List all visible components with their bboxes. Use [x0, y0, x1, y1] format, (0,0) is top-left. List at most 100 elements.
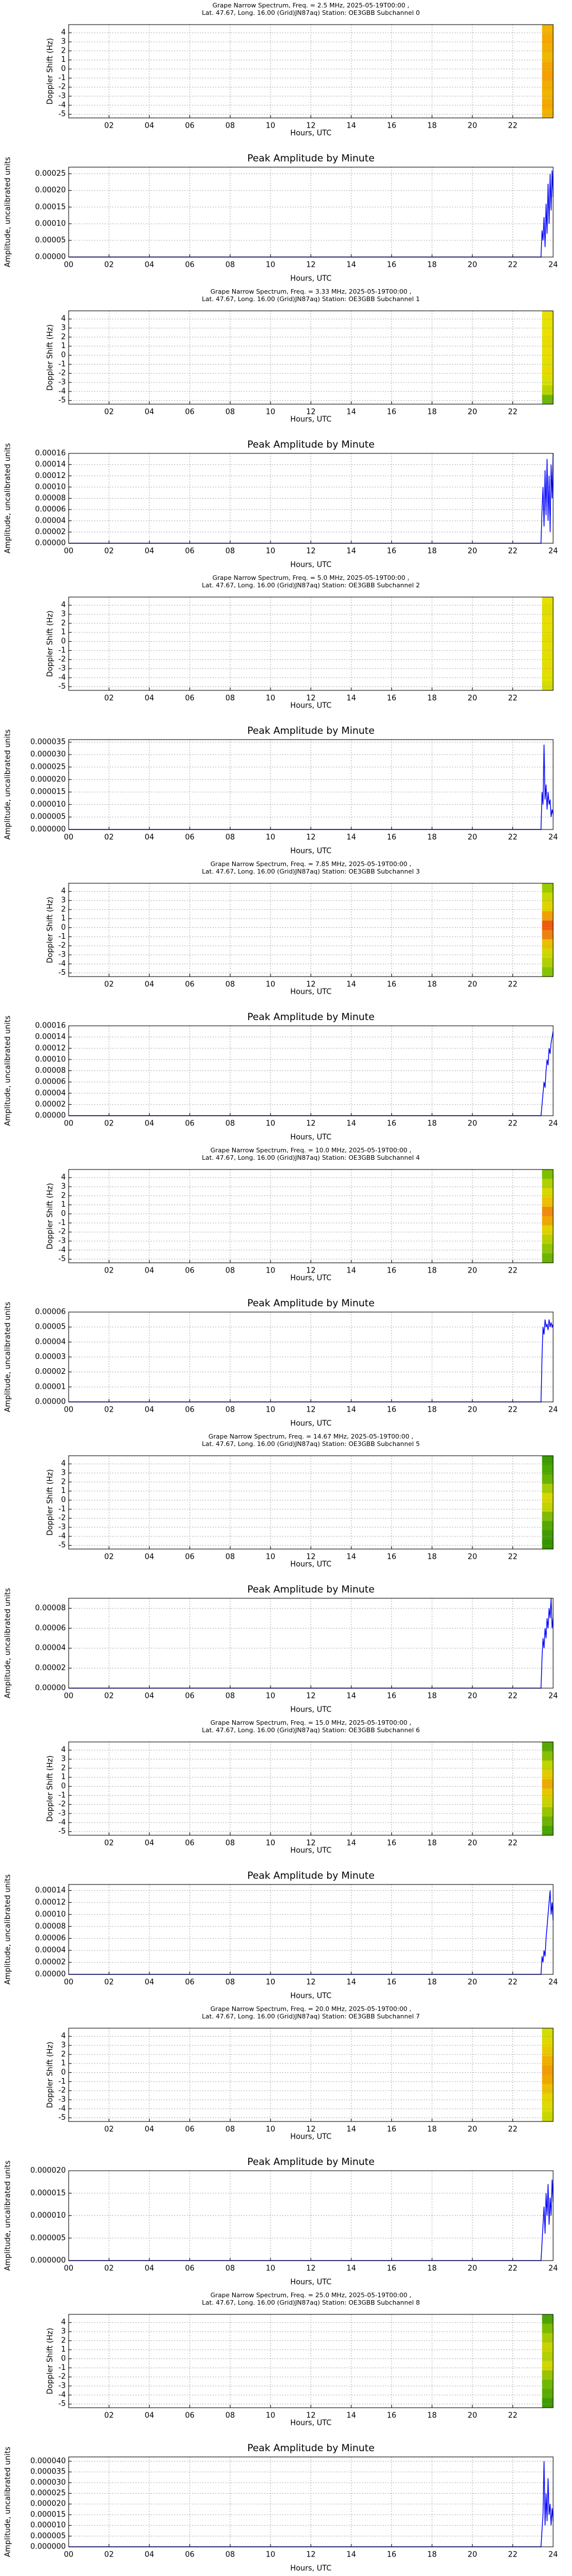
y-tick-label: 4 — [61, 1460, 66, 1468]
x-tick-label: 18 — [427, 1406, 437, 1415]
chart-subtitle: Lat. 47.67, Long. 16.00 (Grid)JN87aq) St… — [202, 295, 420, 303]
x-tick-label: 02 — [104, 1692, 114, 1701]
x-tick-label: 14 — [347, 1406, 356, 1415]
x-tick-label: 24 — [549, 547, 558, 556]
x-tick-label: 10 — [266, 2265, 276, 2273]
y-tick-label: 0 — [61, 65, 66, 73]
x-tick-label: 06 — [185, 2551, 194, 2559]
x-tick-label: 16 — [387, 1553, 396, 1562]
x-tick-label: 14 — [347, 833, 356, 842]
x-tick-label: 18 — [427, 1120, 437, 1128]
x-tick-label: 02 — [104, 1553, 114, 1562]
x-tick-label: 10 — [266, 408, 276, 417]
y-tick-label: -5 — [58, 1541, 66, 1550]
y-tick-label: 4 — [61, 601, 66, 610]
chart-subtitle: Lat. 47.67, Long. 16.00 (Grid)JN87aq) St… — [202, 1154, 420, 1161]
y-tick-label: -3 — [58, 1523, 66, 1532]
x-tick-label: 02 — [104, 408, 114, 417]
y-tick-label: -4 — [58, 673, 66, 682]
x-tick-label: 00 — [64, 2265, 74, 2273]
chart-title: Peak Amplitude by Minute — [247, 439, 375, 451]
spectrogram-cell — [542, 1539, 553, 1550]
y-tick-label: -2 — [58, 942, 66, 950]
y-tick-label: 0.00015 — [35, 203, 66, 211]
spectrogram-cell — [542, 2112, 553, 2122]
y-tick-label: -4 — [58, 1246, 66, 1254]
x-tick-label: 08 — [225, 261, 235, 270]
y-tick-label: 0.00012 — [35, 472, 66, 480]
x-tick-label: 10 — [266, 122, 276, 131]
x-tick-label: 24 — [549, 261, 558, 270]
y-tick-label: -4 — [58, 1818, 66, 1827]
x-tick-label: 22 — [508, 122, 518, 131]
x-tick-label: 04 — [145, 2125, 154, 2134]
x-tick-label: 12 — [306, 1978, 316, 1987]
x-tick-label: 02 — [104, 694, 114, 703]
spectrogram-cell — [542, 2075, 553, 2085]
x-tick-label: 02 — [104, 261, 114, 270]
x-tick-label: 12 — [306, 694, 316, 703]
spectrogram-cell — [542, 71, 553, 81]
x-tick-label: 06 — [185, 261, 194, 270]
y-tick-label: 0.000020 — [30, 2167, 66, 2175]
x-tick-label: 12 — [306, 2265, 316, 2273]
y-tick-label: 4 — [61, 2032, 66, 2041]
x-tick-label: 10 — [266, 1553, 276, 1562]
y-tick-label: 0.00002 — [35, 1958, 66, 1967]
y-tick-label: 0.000015 — [30, 2510, 66, 2519]
x-tick-label: 14 — [347, 981, 356, 989]
chart-title: Peak Amplitude by Minute — [247, 153, 375, 164]
plot-frame — [68, 2170, 554, 2261]
y-tick-label: -3 — [58, 1809, 66, 1818]
spectrogram-cell — [542, 90, 553, 100]
y-tick-label: 0.00004 — [35, 516, 66, 525]
y-axis-label: Amplitude, uncalibrated units — [4, 157, 13, 267]
y-tick-label: -2 — [58, 2373, 66, 2381]
y-tick-label: 0.000000 — [30, 825, 66, 834]
x-tick-label: 16 — [387, 833, 396, 842]
y-tick-label: 1 — [61, 1200, 66, 1209]
x-tick-label: 04 — [145, 2265, 154, 2273]
x-tick-label: 12 — [306, 2551, 316, 2559]
y-tick-label: 0.00012 — [35, 1044, 66, 1053]
chart-title: Peak Amplitude by Minute — [247, 1584, 375, 1595]
x-tick-label: 18 — [427, 1978, 437, 1987]
y-tick-label: 0.00025 — [35, 169, 66, 178]
x-tick-label: 10 — [266, 2412, 276, 2420]
y-tick-label: -3 — [58, 92, 66, 101]
y-tick-label: 0.00016 — [35, 449, 66, 458]
x-axis-label: Hours, UTC — [290, 2133, 331, 2142]
x-tick-label: 08 — [225, 1553, 235, 1562]
spectrogram-cell — [542, 911, 553, 921]
y-tick-label: 0.00004 — [35, 1338, 66, 1346]
x-tick-label: 08 — [225, 2125, 235, 2134]
y-axis-label: Doppler Shift (Hz) — [46, 2042, 55, 2108]
spectrogram-cell — [542, 1207, 553, 1216]
y-axis-label: Doppler Shift (Hz) — [46, 1183, 55, 1250]
chart-title: Grape Narrow Spectrum, Freq. = 20.0 MHz,… — [210, 2005, 411, 2013]
x-tick-label: 20 — [468, 1978, 478, 1987]
x-tick-label: 12 — [306, 1692, 316, 1701]
y-tick-label: 1 — [61, 628, 66, 637]
y-tick-label: -4 — [58, 959, 66, 968]
plot-frame — [68, 2314, 554, 2408]
y-tick-label: 0.00006 — [35, 1308, 66, 1317]
spectrogram-cell — [542, 634, 553, 644]
x-tick-label: 08 — [225, 408, 235, 417]
x-tick-label: 20 — [468, 694, 478, 703]
x-tick-label: 22 — [508, 1406, 518, 1415]
y-tick-label: -2 — [58, 655, 66, 664]
x-tick-label: 02 — [104, 1120, 114, 1128]
spectrogram-cell — [542, 2065, 553, 2075]
x-tick-label: 02 — [104, 1406, 114, 1415]
y-tick-label: 2 — [61, 333, 66, 341]
x-tick-label: 14 — [347, 1978, 356, 1987]
spectrogram-cell — [542, 2046, 553, 2057]
x-tick-label: 08 — [225, 1978, 235, 1987]
x-tick-label: 00 — [64, 1406, 74, 1415]
spectrogram-cell — [542, 1826, 553, 1836]
spectrogram-cell — [542, 348, 553, 358]
x-tick-label: 24 — [549, 833, 558, 842]
spectrogram-cell — [542, 25, 553, 34]
x-tick-label: 14 — [347, 1839, 356, 1848]
